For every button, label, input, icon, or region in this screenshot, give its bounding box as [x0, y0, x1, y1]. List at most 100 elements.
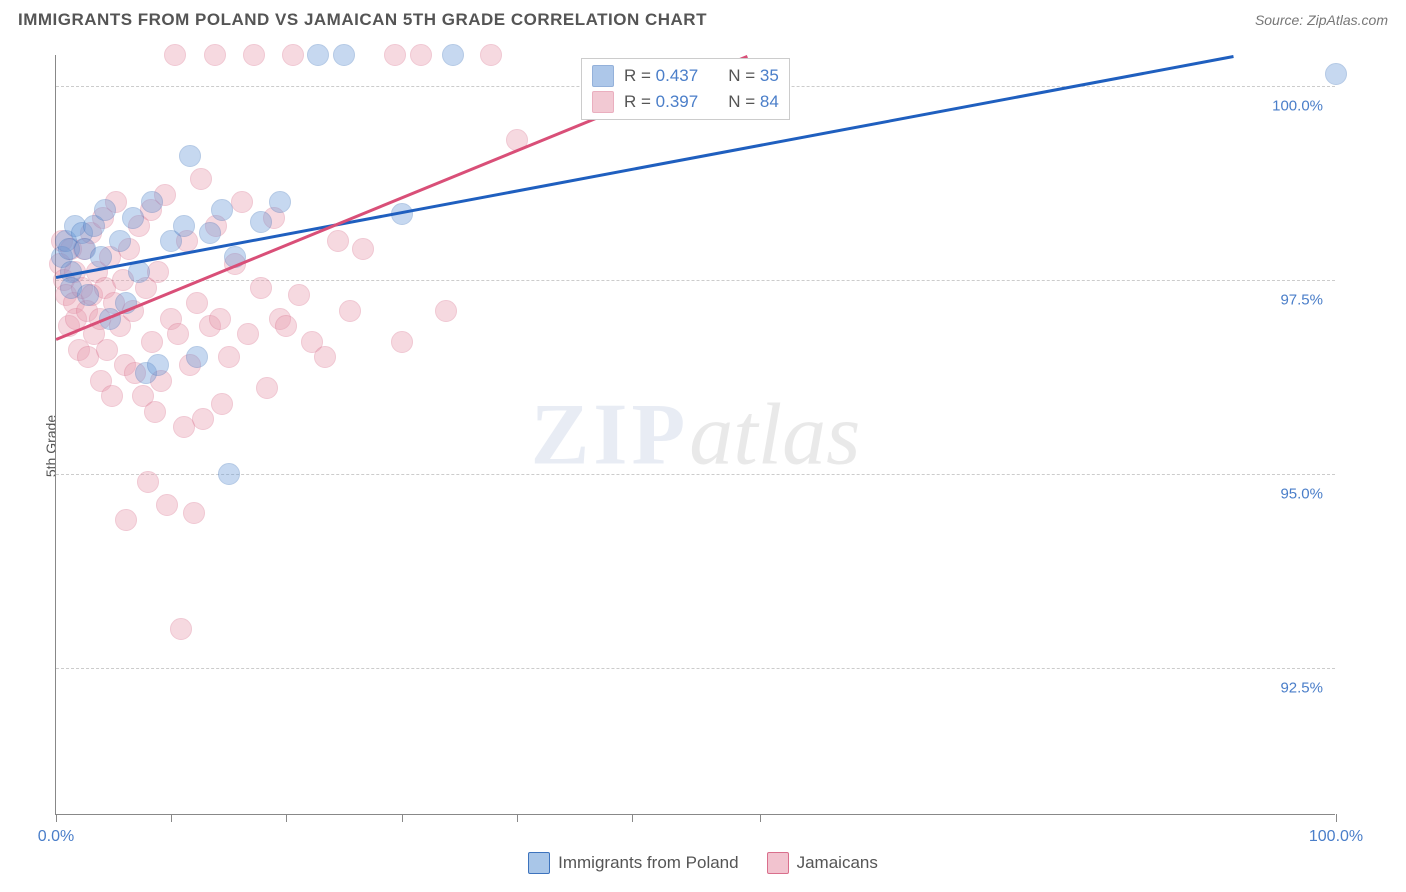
scatter-point: [250, 277, 272, 299]
scatter-point: [137, 471, 159, 493]
scatter-point: [243, 44, 265, 66]
scatter-point: [211, 199, 233, 221]
scatter-point: [218, 463, 240, 485]
n-value: 84: [760, 92, 779, 111]
n-label: N = 35: [728, 66, 779, 86]
scatter-point: [282, 44, 304, 66]
scatter-point: [156, 494, 178, 516]
scatter-point: [204, 44, 226, 66]
x-tick: [171, 814, 172, 822]
scatter-point: [288, 284, 310, 306]
scatter-point: [327, 230, 349, 252]
r-value: 0.397: [656, 92, 699, 111]
source-prefix: Source:: [1255, 12, 1307, 28]
legend-item: Immigrants from Poland: [528, 852, 738, 874]
n-value: 35: [760, 66, 779, 85]
scatter-point: [109, 230, 131, 252]
scatter-point: [442, 44, 464, 66]
gridline: [56, 280, 1335, 281]
scatter-point: [101, 385, 123, 407]
scatter-point: [192, 408, 214, 430]
scatter-point: [164, 44, 186, 66]
watermark-zip: ZIP: [531, 386, 690, 483]
x-tick: [517, 814, 518, 822]
series-swatch: [592, 65, 614, 87]
stats-row: R = 0.397 N = 84: [592, 89, 779, 115]
chart-header: IMMIGRANTS FROM POLAND VS JAMAICAN 5TH G…: [0, 0, 1406, 38]
legend-label: Jamaicans: [797, 853, 878, 873]
scatter-point: [269, 191, 291, 213]
scatter-point: [391, 331, 413, 353]
scatter-point: [96, 339, 118, 361]
scatter-point: [339, 300, 361, 322]
legend-swatch: [528, 852, 550, 874]
scatter-point: [186, 292, 208, 314]
scatter-point: [90, 246, 112, 268]
scatter-point: [480, 44, 502, 66]
watermark: ZIPatlas: [531, 384, 861, 485]
watermark-atlas: atlas: [689, 386, 860, 483]
scatter-point: [147, 261, 169, 283]
stats-row: R = 0.437 N = 35: [592, 63, 779, 89]
series-swatch: [592, 91, 614, 113]
x-tick: [286, 814, 287, 822]
legend-label: Immigrants from Poland: [558, 853, 738, 873]
gridline: [56, 668, 1335, 669]
scatter-point: [141, 191, 163, 213]
scatter-point: [144, 401, 166, 423]
scatter-point: [218, 346, 240, 368]
scatter-point: [1325, 63, 1347, 85]
scatter-point: [128, 261, 150, 283]
scatter-point: [211, 393, 233, 415]
scatter-point: [307, 44, 329, 66]
scatter-point: [77, 284, 99, 306]
scatter-point: [115, 509, 137, 531]
x-tick: [56, 814, 57, 822]
y-tick-label: 92.5%: [1280, 679, 1323, 696]
x-tick: [402, 814, 403, 822]
chart-title: IMMIGRANTS FROM POLAND VS JAMAICAN 5TH G…: [18, 10, 707, 30]
scatter-point: [173, 215, 195, 237]
scatter-point: [183, 502, 205, 524]
y-tick-label: 95.0%: [1280, 485, 1323, 502]
source-name: ZipAtlas.com: [1307, 12, 1388, 28]
scatter-point: [209, 308, 231, 330]
legend-swatch: [767, 852, 789, 874]
bottom-legend: Immigrants from Poland Jamaicans: [0, 852, 1406, 874]
scatter-point: [147, 354, 169, 376]
r-value: 0.437: [656, 66, 699, 85]
scatter-point: [435, 300, 457, 322]
plot-area: ZIPatlas 92.5%95.0%97.5%100.0%0.0%100.0%…: [55, 55, 1335, 815]
source-credit: Source: ZipAtlas.com: [1255, 12, 1388, 28]
scatter-point: [410, 44, 432, 66]
scatter-point: [186, 346, 208, 368]
legend-item: Jamaicans: [767, 852, 878, 874]
x-tick-label: 100.0%: [1309, 828, 1363, 846]
scatter-point: [190, 168, 212, 190]
scatter-point: [314, 346, 336, 368]
scatter-point: [167, 323, 189, 345]
r-label: R = 0.397: [624, 92, 698, 112]
scatter-point: [231, 191, 253, 213]
scatter-point: [352, 238, 374, 260]
y-tick-label: 100.0%: [1272, 98, 1323, 115]
scatter-point: [256, 377, 278, 399]
stats-box: R = 0.437 N = 35 R = 0.397 N = 84: [581, 58, 790, 120]
scatter-point: [250, 211, 272, 233]
scatter-point: [122, 207, 144, 229]
x-tick: [760, 814, 761, 822]
scatter-point: [94, 199, 116, 221]
scatter-point: [179, 145, 201, 167]
n-label: N = 84: [728, 92, 779, 112]
scatter-point: [275, 315, 297, 337]
x-tick: [632, 814, 633, 822]
scatter-point: [333, 44, 355, 66]
r-label: R = 0.437: [624, 66, 698, 86]
x-tick-label: 0.0%: [38, 828, 74, 846]
x-tick: [1336, 814, 1337, 822]
scatter-point: [141, 331, 163, 353]
scatter-point: [384, 44, 406, 66]
scatter-point: [237, 323, 259, 345]
y-tick-label: 97.5%: [1280, 291, 1323, 308]
gridline: [56, 474, 1335, 475]
